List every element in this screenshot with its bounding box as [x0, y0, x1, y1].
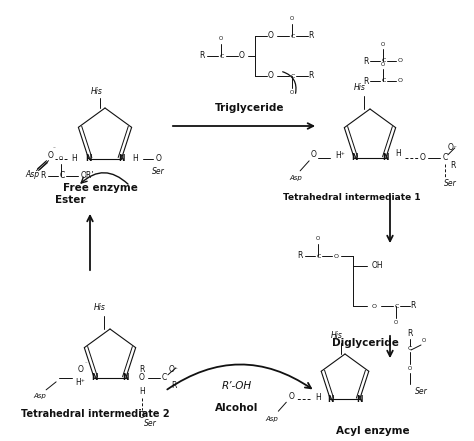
Text: Ser: Ser [444, 179, 456, 188]
Text: O: O [334, 254, 338, 258]
Text: N: N [327, 395, 334, 404]
Text: Ser: Ser [152, 167, 165, 176]
Text: O⁻: O⁻ [448, 143, 458, 152]
Text: N: N [383, 153, 389, 162]
Text: R: R [40, 172, 46, 180]
Text: O: O [268, 71, 274, 81]
Text: O: O [59, 156, 63, 161]
Text: N: N [118, 154, 125, 163]
Text: N: N [85, 154, 92, 163]
Text: O: O [47, 151, 54, 160]
Text: O: O [139, 411, 145, 420]
Text: R: R [171, 381, 176, 390]
Text: O: O [288, 392, 294, 401]
Text: R: R [450, 161, 456, 170]
Text: R: R [308, 71, 314, 81]
Text: OH: OH [372, 262, 383, 270]
Text: O: O [372, 303, 377, 309]
Text: Asp: Asp [26, 170, 40, 179]
Text: O: O [398, 59, 402, 64]
Text: Tetrahedral intermediate 2: Tetrahedral intermediate 2 [21, 409, 169, 419]
Text: R: R [363, 56, 369, 66]
Text: C: C [382, 78, 386, 83]
Text: O: O [316, 236, 320, 242]
Text: ⁻: ⁻ [53, 147, 56, 152]
Text: O⁻: O⁻ [169, 365, 179, 374]
Text: O: O [381, 41, 385, 46]
Text: R: R [363, 76, 369, 86]
Text: H⁺: H⁺ [335, 151, 345, 161]
Text: O: O [219, 37, 223, 41]
Text: OR’: OR’ [81, 172, 95, 180]
Text: C: C [291, 74, 295, 78]
Text: R: R [410, 302, 416, 310]
Text: O: O [381, 61, 385, 67]
Text: O: O [398, 78, 402, 83]
Text: O: O [290, 90, 294, 96]
Text: O: O [139, 374, 145, 382]
Text: N: N [123, 374, 129, 382]
Text: H: H [395, 149, 401, 158]
Text: C: C [220, 53, 224, 59]
Text: R: R [139, 365, 145, 374]
Text: Ser: Ser [415, 386, 428, 396]
Text: O: O [290, 16, 294, 22]
Text: Ester: Ester [55, 195, 85, 205]
Text: Tetrahedral intermediate 1: Tetrahedral intermediate 1 [283, 194, 421, 202]
Text: N: N [351, 153, 357, 162]
Text: R: R [199, 52, 205, 60]
Text: H: H [72, 154, 77, 163]
Text: O: O [155, 154, 161, 163]
Text: H⁺: H⁺ [75, 378, 85, 387]
Text: N: N [91, 374, 97, 382]
Text: H: H [139, 387, 145, 396]
Text: C: C [382, 59, 386, 64]
Text: O: O [77, 365, 83, 374]
Text: His: His [331, 332, 343, 340]
Text: R’-OH: R’-OH [222, 381, 252, 391]
Text: H: H [133, 154, 138, 163]
Text: C: C [59, 172, 64, 180]
Text: O: O [268, 31, 274, 41]
Text: C: C [442, 153, 447, 162]
Text: C: C [408, 347, 412, 351]
Text: Asp: Asp [266, 416, 279, 422]
Text: O: O [408, 366, 412, 371]
Text: O: O [420, 153, 426, 162]
Text: Acyl enzyme: Acyl enzyme [336, 426, 410, 436]
Text: Free enzyme: Free enzyme [63, 183, 137, 193]
Text: Asp: Asp [290, 175, 302, 181]
Text: H: H [315, 393, 321, 402]
Text: ⁻: ⁻ [85, 361, 87, 366]
Text: R: R [407, 329, 413, 339]
Text: C: C [317, 254, 321, 258]
Text: C: C [161, 374, 166, 382]
Text: C: C [395, 303, 399, 309]
Text: O: O [394, 321, 398, 325]
Text: Alcohol: Alcohol [215, 403, 259, 413]
Text: Diglyceride: Diglyceride [331, 338, 399, 348]
Text: Triglyceride: Triglyceride [215, 103, 285, 113]
Text: His: His [94, 303, 106, 313]
Text: R: R [308, 31, 314, 41]
Text: O: O [239, 52, 245, 60]
Text: C: C [291, 34, 295, 38]
Text: His: His [354, 83, 366, 93]
Text: Ser: Ser [144, 419, 156, 428]
Text: O: O [310, 150, 316, 159]
Text: Asp: Asp [34, 393, 46, 399]
Text: O: O [422, 339, 426, 344]
Text: R: R [297, 251, 303, 261]
Text: N: N [356, 395, 363, 404]
Text: His: His [91, 86, 103, 96]
